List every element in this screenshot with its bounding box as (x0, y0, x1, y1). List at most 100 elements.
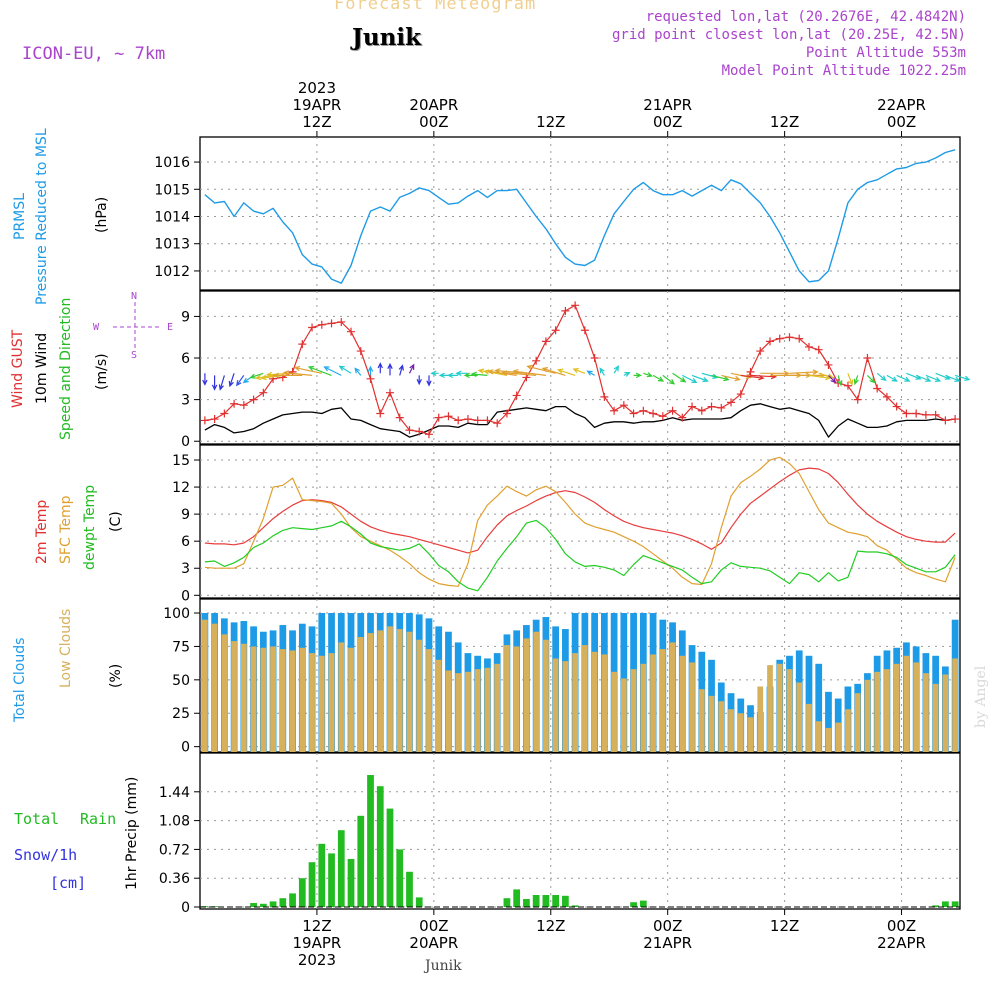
low-cloud-bar (620, 678, 627, 752)
gust-marker (551, 326, 560, 335)
time-tick-label: 00Z (653, 113, 682, 131)
temp-sfc-temp-line (204, 456, 956, 587)
low-cloud-bar (299, 647, 306, 752)
low-cloud-bar (250, 646, 257, 752)
low-cloud-bar (630, 669, 637, 752)
gust-marker (434, 413, 443, 422)
gust-marker (590, 354, 599, 363)
low-cloud-bar (747, 717, 754, 752)
low-cloud-bar (776, 663, 783, 752)
gust-marker (610, 406, 619, 415)
wind-arrow (954, 374, 971, 381)
temp-labels: 2m Temp SFC Temp dewpt Temp (C) (34, 485, 124, 570)
low-cloud-bar (240, 643, 247, 752)
rain-bar (259, 903, 267, 907)
time-tick-label: 00Z (419, 917, 448, 935)
gust-marker (756, 347, 765, 356)
gust-marker (337, 317, 346, 326)
time-tick-label: 00Z (419, 113, 448, 131)
pressure-panel-frame (199, 136, 961, 291)
time-tick-label: 2023 (298, 951, 336, 969)
wind-arrow (613, 365, 619, 374)
time-tick-label: 00Z (887, 113, 916, 131)
total-label: Total (14, 810, 59, 828)
time-tick-label: 12Z (770, 113, 799, 131)
wind-arrow (249, 372, 264, 379)
clouds-y-tick-label: 100 (163, 606, 190, 622)
rain-bar (542, 895, 550, 907)
wind-arrow (426, 375, 432, 387)
wind-arrow (556, 368, 576, 376)
wind-arrow (228, 373, 235, 388)
wind-vectors (202, 362, 971, 391)
wind-arrow (338, 365, 352, 374)
gust-marker (415, 427, 424, 436)
low-cloud-bar (396, 629, 403, 752)
low-cloud-bar (377, 630, 384, 752)
wind-arrow (235, 375, 245, 387)
temp-y-tick-label: 3 (181, 561, 190, 577)
gust-marker (785, 333, 794, 342)
time-tick-label: 2023 (298, 79, 336, 97)
gust-marker (386, 388, 394, 397)
total-clouds-label: Total Clouds (12, 638, 28, 723)
gust-marker (317, 320, 326, 329)
temp-unit: (C) (108, 511, 124, 532)
gust-marker (249, 395, 258, 404)
temp-panel-frame (199, 444, 961, 599)
gust-marker (697, 406, 706, 415)
gust-marker (483, 416, 492, 425)
precip-y-tick-label: 1.44 (159, 785, 190, 801)
rain-bar (406, 871, 413, 907)
wind-arrow (760, 370, 790, 376)
wind-arrow (876, 372, 887, 382)
wind-arrow (416, 375, 422, 386)
low-cloud-bar (854, 693, 861, 752)
low-cloud-bar (504, 645, 510, 752)
wind-arrow (501, 370, 537, 376)
clouds-panel-frame (199, 598, 961, 753)
prmsl-label: PRMSL (12, 193, 28, 240)
clouds-y-tick-label: 50 (172, 673, 190, 689)
low-cloud-bar (845, 709, 851, 752)
low-cloud-bar (494, 663, 501, 752)
temp-y-tick-label: 12 (172, 480, 190, 496)
low-cloud-bar (728, 709, 734, 752)
wind-arrow (672, 372, 687, 383)
wind-arrow (483, 369, 508, 376)
gust-marker (356, 347, 365, 356)
gust-marker (308, 323, 317, 332)
time-tick-label: 12Z (536, 917, 565, 935)
low-cloud-bar (737, 713, 744, 752)
wind-arrow (828, 374, 837, 384)
low-cloud-bar (582, 645, 588, 752)
low-cloud-bar (786, 669, 793, 752)
gust-marker (873, 384, 882, 393)
gust-marker (668, 406, 677, 415)
rain-bar (532, 895, 540, 907)
gust-marker (639, 406, 648, 415)
low-cloud-bar (328, 653, 335, 752)
low-cloud-bar (806, 703, 812, 752)
low-cloud-bar (884, 669, 890, 752)
low-cloud-bar (893, 663, 900, 752)
time-tick-label: 00Z (887, 917, 916, 935)
low-cloud-bar (640, 663, 647, 752)
gust-marker (424, 430, 433, 439)
gust-marker (580, 326, 589, 335)
rain-bar (523, 899, 530, 907)
low-cloud-bar (309, 653, 315, 752)
low-cloud-bar (650, 654, 656, 752)
low-cloud-bar (591, 651, 598, 752)
rain-bar (298, 878, 306, 907)
low-cloud-bar (796, 682, 803, 752)
gust-marker (454, 416, 463, 425)
pressure-prmsl-line (204, 149, 956, 284)
gust-marker (571, 301, 580, 310)
low-cloud-bar (338, 642, 345, 752)
low-cloud-bar (689, 662, 695, 752)
snow-unit-label: [cm] (50, 874, 86, 892)
time-tick-label: 20APR (409, 934, 458, 952)
temp-2m-label: 2m Temp (34, 500, 50, 564)
low-cloud-bar (202, 619, 208, 752)
